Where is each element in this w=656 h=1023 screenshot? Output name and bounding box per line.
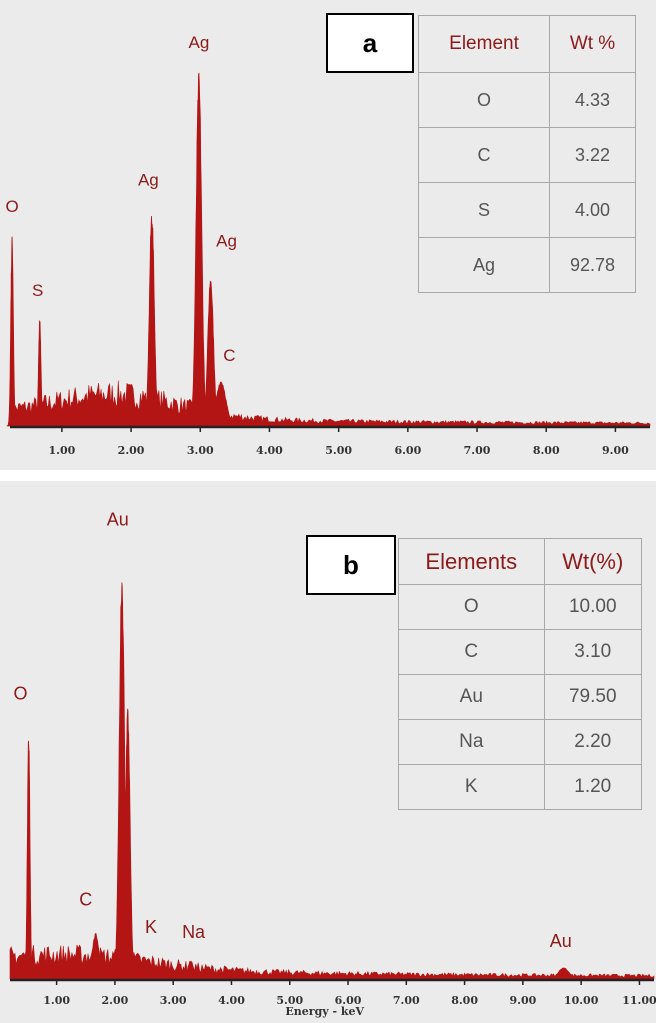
x-tick-label-b-4: 5.00: [276, 994, 303, 1007]
spectrum-peak-c-a-5: [201, 381, 241, 427]
panel-label-a: a: [326, 13, 414, 73]
peak-label-c-b-2: C: [79, 890, 92, 910]
peak-label-au-b-0: Au: [107, 510, 129, 530]
eds-spectrum-b-chart: 1.00 2.00 3.00 4.00 5.00 6.00 7.00 8.00 9.00 10.0…: [9, 510, 656, 1018]
x-tick-label-a-3: 4.00: [256, 444, 283, 457]
spectrum-peak-s-a-1: [33, 320, 46, 427]
x-tick-label-b-8: 9.00: [509, 994, 536, 1007]
table-header-wt: Wt %: [549, 15, 636, 73]
table-cell-wt: 10.00: [543, 584, 643, 630]
table-cell-element: C: [398, 629, 545, 675]
composition-table-b: Elements Wt(%) O 10.00 C 3.10 Au 79.50 N…: [398, 538, 643, 810]
table-cell-element: C: [417, 127, 551, 183]
peak-label-c-a-5: C: [223, 346, 235, 365]
x-axis-label-b: Energy - keV: [285, 1005, 364, 1018]
table-cell-element: K: [398, 764, 545, 810]
table-header-wt: Wt(%): [543, 538, 643, 585]
table-cell-element: Na: [398, 719, 545, 765]
x-tick-label-a-5: 6.00: [394, 444, 421, 457]
spectrum-peak-au-b-3: [118, 708, 138, 980]
table-cell-wt: 2.20: [543, 719, 643, 765]
peak-label-ag-a-3: Ag: [188, 33, 209, 52]
peak-label-ag-a-4: Ag: [216, 231, 237, 250]
peak-label-o-a-0: O: [5, 197, 18, 216]
composition-table-a: Element Wt % O 4.33 C 3.22 S 4.00 Ag 92.…: [417, 15, 636, 293]
peak-label-au-b-5: Au: [550, 931, 572, 951]
x-tick-label-a-2: 3.00: [187, 444, 214, 457]
x-tick-label-b-7: 8.00: [451, 994, 478, 1007]
x-tick-label-a-0: 1.00: [48, 444, 75, 457]
x-tick-label-b-5: 6.00: [335, 994, 362, 1007]
x-tick-label-a-1: 2.00: [118, 444, 145, 457]
table-cell-wt: 4.00: [549, 182, 636, 238]
x-tick-label-a-7: 8.00: [533, 444, 560, 457]
table-header-row: Elements Wt(%): [398, 538, 643, 585]
table-cell-element: S: [417, 182, 551, 238]
table-cell-wt: 92.78: [549, 237, 636, 293]
x-tick-label-a-4: 5.00: [325, 444, 352, 457]
x-tick-label-b-0: 1.00: [43, 994, 70, 1007]
table-cell-element: O: [398, 584, 545, 630]
spectrum-peak-o-a-0: [6, 236, 18, 427]
table-row: O 4.33: [417, 72, 636, 128]
table-cell-element: Ag: [417, 237, 551, 293]
spectrum-peak-c-b-1: [81, 933, 110, 980]
table-header-element: Elements: [398, 538, 545, 585]
x-tick-label-b-1: 2.00: [102, 994, 129, 1007]
table-row: C 3.22: [417, 127, 636, 183]
x-tick-label-b-2: 3.00: [160, 994, 187, 1007]
peak-label-na-b-4: Na: [182, 922, 206, 942]
table-header-row: Element Wt %: [417, 15, 636, 73]
x-tick-label-b-3: 4.00: [218, 994, 245, 1007]
table-header-element: Element: [417, 15, 551, 73]
x-tick-label-a-8: 9.00: [602, 444, 629, 457]
spectrum-peak-k-b-4: [137, 959, 161, 980]
table-cell-wt: 1.20: [543, 764, 643, 810]
table-cell-wt: 3.10: [543, 629, 643, 675]
table-row: Na 2.20: [398, 719, 643, 765]
peak-label-s-a-1: S: [32, 281, 43, 300]
table-cell-element: Au: [398, 674, 545, 720]
table-row: C 3.10: [398, 629, 643, 675]
table-cell-wt: 3.22: [549, 127, 636, 183]
table-row: K 1.20: [398, 764, 643, 810]
table-row: Ag 92.78: [417, 237, 636, 293]
peak-label-o-b-1: O: [13, 684, 27, 704]
x-tick-label-b-9: 10.00: [564, 994, 599, 1007]
eds-spectrum-panel-a: 1.00 2.00 3.00 4.00 5.00 6.00 7.00 8.00 9.00 O S Ag…: [0, 0, 656, 470]
peak-label-ag-a-2: Ag: [138, 170, 159, 189]
x-tick-label-b-10: 11.00: [622, 994, 656, 1007]
panel-label-b: b: [306, 535, 396, 595]
table-cell-wt: 79.50: [543, 674, 643, 720]
x-tick-label-b-6: 7.00: [393, 994, 420, 1007]
spectrum-peak-ag-a-2: [141, 215, 162, 427]
x-tick-label-a-6: 7.00: [464, 444, 491, 457]
peak-label-k-b-3: K: [145, 917, 157, 937]
table-row: Au 79.50: [398, 674, 643, 720]
spectrum-background-a: [9, 380, 651, 427]
spectrum-peak-na-b-5: [179, 960, 203, 980]
eds-spectrum-a-chart: 1.00 2.00 3.00 4.00 5.00 6.00 7.00 8.00 9.00OSAg…: [5, 33, 651, 457]
spectrum-peak-o-b-0: [23, 740, 35, 980]
table-row: S 4.00: [417, 182, 636, 238]
table-row: O 10.00: [398, 584, 643, 630]
table-cell-wt: 4.33: [549, 72, 636, 128]
table-cell-element: O: [417, 72, 551, 128]
